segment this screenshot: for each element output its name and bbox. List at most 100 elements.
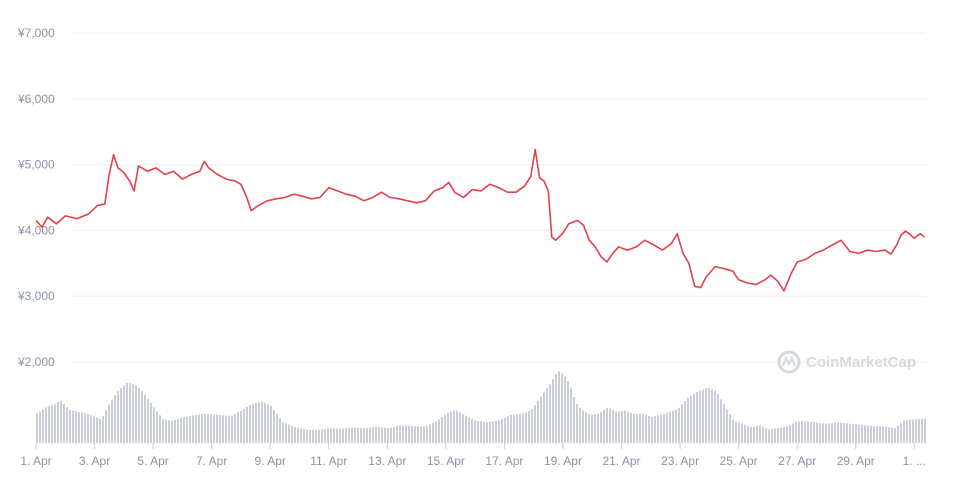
volume-bar (441, 417, 443, 443)
volume-bar (219, 415, 221, 443)
volume-bar (450, 411, 452, 443)
volume-bar (882, 426, 884, 443)
volume-bar (792, 423, 794, 443)
volume-bar (591, 414, 593, 443)
volume-bar (870, 425, 872, 443)
volume-bar (228, 416, 230, 443)
volume-bar (507, 416, 509, 443)
price-series (35, 148, 925, 292)
volume-bar (204, 413, 206, 443)
volume-bar (279, 418, 281, 443)
volume-bar (150, 403, 152, 443)
volume-bar (171, 420, 173, 443)
y-tick-label: ¥7,000 (17, 26, 55, 40)
volume-bar (747, 425, 749, 443)
volume-bar (426, 425, 428, 443)
volume-bar (921, 418, 923, 443)
x-tick-label: 29. Apr (837, 454, 875, 468)
coinmarketcap-watermark: CoinMarketCap (777, 350, 916, 374)
volume-bar (321, 429, 323, 443)
x-tick-label: 25. Apr (720, 454, 758, 468)
volume-bar (576, 403, 578, 443)
x-tick-label: 23. Apr (661, 454, 699, 468)
volume-bar (201, 414, 203, 443)
y-axis-ticks: ¥7,000 ¥6,000 ¥5,000 ¥4,000 ¥3,000 ¥2,000 (17, 26, 55, 369)
volume-bar (666, 412, 668, 443)
volume-bar (633, 414, 635, 443)
volume-bar (60, 400, 62, 443)
volume-bar (801, 421, 803, 443)
volume-bar (153, 407, 155, 443)
volume-bar (786, 426, 788, 443)
volume-bar (522, 413, 524, 443)
volume-bar (174, 419, 176, 443)
volume-bar (489, 421, 491, 443)
x-tick-label: 17. Apr (485, 454, 523, 468)
volume-bar (564, 376, 566, 443)
volume-bar (843, 422, 845, 443)
x-tick-label: 1. ... (903, 454, 926, 468)
volume-bar (435, 421, 437, 443)
volume-bar (294, 426, 296, 443)
volume-bar (669, 411, 671, 443)
volume-bar (405, 425, 407, 443)
volume-bar (885, 426, 887, 443)
x-tick-label: 15. Apr (427, 454, 465, 468)
x-tick-label: 7. Apr (196, 454, 227, 468)
volume-bar (687, 397, 689, 443)
grid-lines (72, 32, 926, 363)
volume-bar (90, 415, 92, 443)
volume-bar (231, 415, 233, 443)
volume-bar (828, 423, 830, 443)
volume-bar (579, 407, 581, 443)
volume-bar (678, 407, 680, 443)
volume-bar (300, 428, 302, 443)
volume-bar (831, 423, 833, 443)
volume-bar (879, 426, 881, 443)
volume-bar (144, 394, 146, 443)
volume-bar (474, 420, 476, 443)
volume-bar (471, 418, 473, 443)
volume-bar (84, 413, 86, 443)
volume-bar (159, 415, 161, 443)
volume-bar (630, 412, 632, 443)
volume-bar (690, 396, 692, 443)
volume-bar (57, 401, 59, 443)
volume-bar (156, 411, 158, 443)
volume-bar (732, 419, 734, 443)
volume-bar (648, 415, 650, 443)
volume-bar (639, 413, 641, 443)
volume-bar (765, 428, 767, 443)
volume-bar (126, 382, 128, 443)
volume-bar (393, 426, 395, 443)
volume-bar (141, 391, 143, 443)
volume-bar (915, 419, 917, 443)
volume-bar (561, 373, 563, 443)
volume-bar (381, 427, 383, 443)
volume-bar (276, 414, 278, 443)
volume-bar (729, 414, 731, 443)
volume-bar (528, 410, 530, 443)
volume-bar (531, 409, 533, 443)
volume-bar (192, 415, 194, 443)
volume-bar (570, 387, 572, 443)
volume-bar (138, 387, 140, 443)
volume-bar (621, 411, 623, 443)
volume-bar (402, 425, 404, 443)
volume-bar (627, 411, 629, 443)
volume-bar (711, 389, 713, 443)
volume-bar (351, 427, 353, 443)
volume-bar (645, 414, 647, 443)
volume-bar (72, 410, 74, 443)
volume-bar (606, 408, 608, 443)
volume-bar (453, 410, 455, 443)
volume-bar (315, 430, 317, 443)
volume-bar (819, 422, 821, 443)
volume-bar (849, 423, 851, 443)
volume-bar (378, 427, 380, 443)
x-tick-label: 5. Apr (137, 454, 168, 468)
volume-bar (465, 415, 467, 443)
volume-bar (813, 422, 815, 443)
volume-bar (327, 428, 329, 443)
volume-bar (213, 414, 215, 443)
